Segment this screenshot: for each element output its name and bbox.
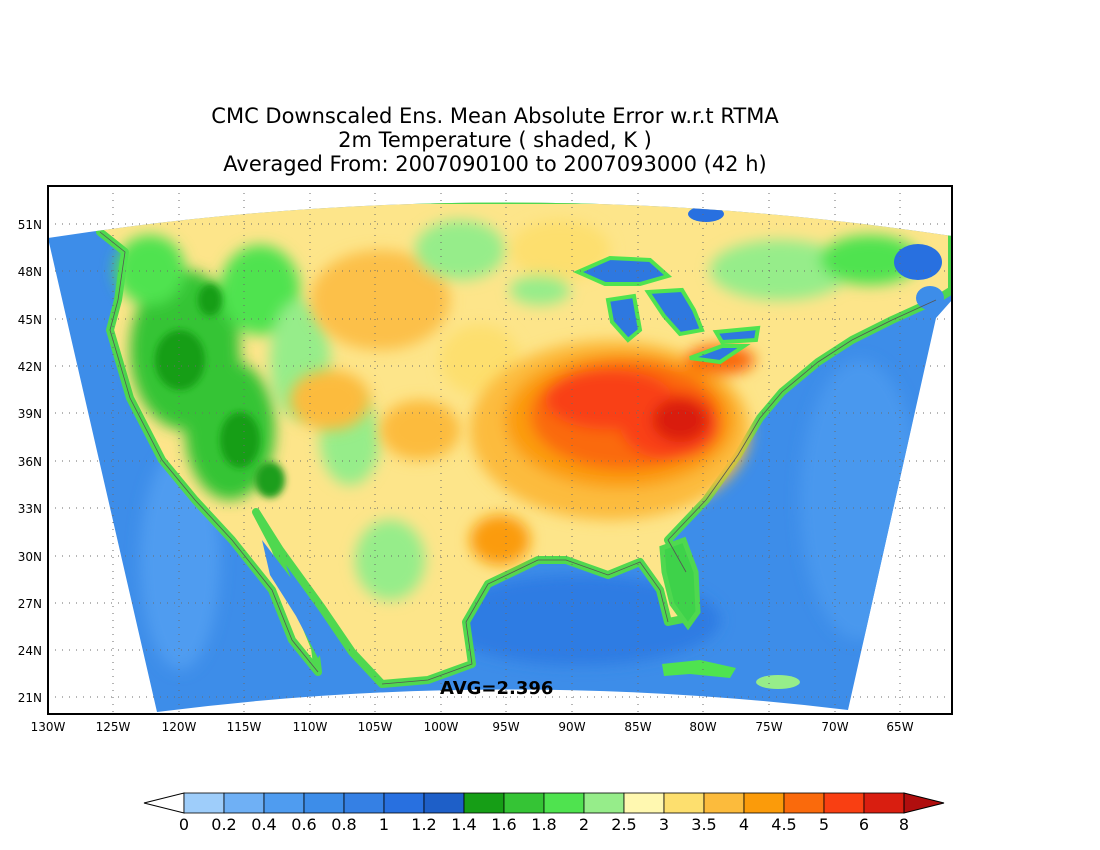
cuba <box>662 660 736 678</box>
colorbar-swatch <box>823 792 865 814</box>
lat-label: 51N <box>18 218 42 232</box>
title-line-2: 2m Temperature ( shaded, K ) <box>338 128 652 152</box>
colorbar-label: 3.5 <box>691 815 716 834</box>
colorbar-swatch <box>263 792 305 814</box>
colorbar-label: 2.5 <box>611 815 636 834</box>
lat-label: 21N <box>18 691 42 705</box>
colorbar-swatch <box>183 792 225 814</box>
colorbar-label: 3 <box>659 815 669 834</box>
colorbar-label: 1.4 <box>451 815 476 834</box>
lon-label: 115W <box>227 720 262 734</box>
lat-label: 30N <box>18 550 42 564</box>
colorbar-swatch <box>423 792 465 814</box>
colorbar-swatch <box>343 792 385 814</box>
lat-label: 45N <box>18 313 42 327</box>
lon-label: 120W <box>162 720 197 734</box>
colorbar-label: 4 <box>739 815 749 834</box>
lon-label: 105W <box>358 720 393 734</box>
colorbar-label: 4.5 <box>771 815 796 834</box>
colorbar-label: 0.6 <box>291 815 316 834</box>
colorbar-label: 1.6 <box>491 815 516 834</box>
lat-label: 24N <box>18 644 42 658</box>
title-line-1: CMC Downscaled Ens. Mean Absolute Error … <box>211 104 779 128</box>
latitude-axis: 51N 48N 45N 42N 39N 36N 33N 30N 27N 24N … <box>18 218 42 705</box>
colorbar-label: 8 <box>899 815 909 834</box>
lat-label: 27N <box>18 597 42 611</box>
colorbar-label: 2 <box>579 815 589 834</box>
title-line-3: Averaged From: 2007090100 to 2007093000 … <box>223 152 767 176</box>
colorbar-swatch <box>743 792 785 814</box>
colorbar-swatch <box>223 792 265 814</box>
colorbar-swatch <box>783 792 825 814</box>
longitude-axis: 130W 125W 120W 115W 110W 105W 100W 95W 9… <box>31 720 914 734</box>
colorbar-over-arrow <box>903 792 945 814</box>
lon-label: 110W <box>293 720 328 734</box>
colorbar: 0 0.2 0.4 0.6 0.8 1 1.2 1.4 1.6 1.8 2 2.5 3 3.5 4 4.5 5 6… <box>143 792 945 834</box>
lon-label: 95W <box>492 720 519 734</box>
colorbar-label: 5 <box>819 815 829 834</box>
lon-label: 80W <box>689 720 716 734</box>
plains-errors <box>290 220 920 565</box>
lat-label: 42N <box>18 360 42 374</box>
colorbar-swatch <box>703 792 745 814</box>
lon-label: 85W <box>624 720 651 734</box>
lon-label: 65W <box>886 720 913 734</box>
average-label: AVG=2.396 <box>440 678 553 699</box>
colorbar-label: 1.8 <box>531 815 556 834</box>
colorbar-swatch <box>663 792 705 814</box>
colorbar-swatch <box>543 792 585 814</box>
lon-label: 70W <box>821 720 848 734</box>
colorbar-swatch <box>463 792 505 814</box>
lon-label: 125W <box>96 720 131 734</box>
lon-label: 130W <box>31 720 66 734</box>
colorbar-label: 1 <box>379 815 389 834</box>
colorbar-swatch <box>303 792 345 814</box>
colorbar-label: 6 <box>859 815 869 834</box>
lon-label: 100W <box>424 720 459 734</box>
florida <box>659 536 701 631</box>
colorbar-swatch <box>623 792 665 814</box>
colorbar-swatch <box>863 792 905 814</box>
colorbar-label: 0.4 <box>251 815 276 834</box>
lat-label: 39N <box>18 407 42 421</box>
colorbar-label: 0.2 <box>211 815 236 834</box>
western-highlands <box>115 235 425 600</box>
colorbar-swatch <box>383 792 425 814</box>
lat-label: 48N <box>18 265 42 279</box>
colorbar-swatch <box>583 792 625 814</box>
lat-label: 33N <box>18 502 42 516</box>
lat-label: 36N <box>18 455 42 469</box>
colorbar-swatch <box>503 792 545 814</box>
ohio-valley-hotspot <box>470 340 755 520</box>
lon-label: 90W <box>558 720 585 734</box>
lon-label: 75W <box>755 720 782 734</box>
colorbar-label: 0.8 <box>331 815 356 834</box>
map-frame <box>47 185 953 715</box>
colorbar-under-arrow <box>143 792 185 814</box>
colorbar-label: 1.2 <box>411 815 436 834</box>
colorbar-label: 0 <box>179 815 189 834</box>
